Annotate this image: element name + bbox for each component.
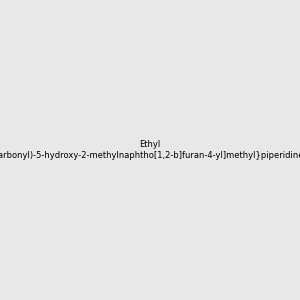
Text: Ethyl 1-{[3-(ethoxycarbonyl)-5-hydroxy-2-methylnaphtho[1,2-b]furan-4-yl]methyl}p: Ethyl 1-{[3-(ethoxycarbonyl)-5-hydroxy-2… <box>0 140 300 160</box>
